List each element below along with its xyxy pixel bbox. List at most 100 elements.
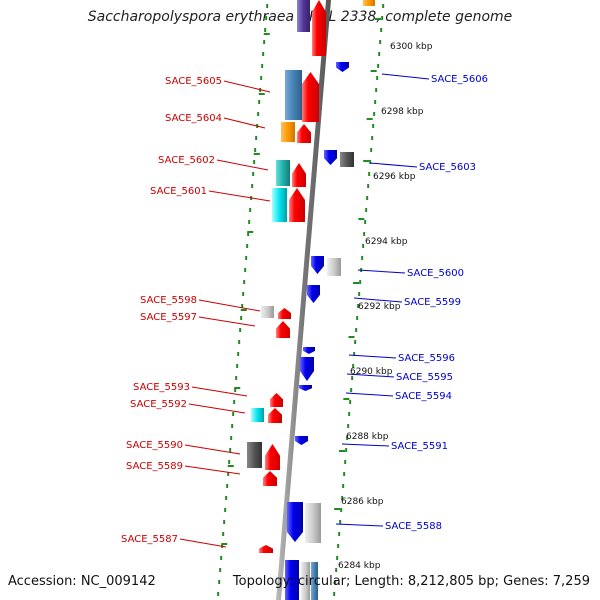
tick-dot-right [350, 388, 353, 392]
tick-dot-right [343, 472, 346, 476]
tick-dot-right [356, 316, 359, 320]
gene-shape [300, 357, 314, 381]
gene-label-left: SACE_5590 [126, 440, 183, 451]
tick-dot-left [232, 412, 235, 416]
tick-dot-right [336, 556, 339, 560]
tick-dot-left [254, 148, 257, 152]
leader-line-left [208, 190, 271, 202]
tick-dot-left [226, 484, 229, 488]
tick-dash-left [227, 465, 234, 467]
tick-dot-left [264, 28, 267, 32]
leader-line-right [341, 443, 390, 447]
tick-dot-right [362, 244, 365, 248]
scale-tick-label: 6296 kbp [373, 172, 416, 182]
tick-dot-left [230, 436, 233, 440]
tick-dot-right [352, 364, 355, 368]
gene-shape [297, 0, 310, 32]
gene-shape [287, 502, 303, 542]
tick-dot-right [378, 52, 381, 56]
gene-label-right: SACE_5595 [396, 372, 453, 383]
gene-shape [336, 62, 349, 72]
tick-dot-left [261, 64, 264, 68]
tick-dot-left [257, 112, 260, 116]
tick-dot-left [248, 220, 251, 224]
tick-dot-left [217, 592, 220, 596]
tick-dash-left [240, 309, 247, 311]
leader-line-left [179, 538, 227, 548]
tick-dot-right [348, 412, 351, 416]
leader-line-right [348, 354, 397, 359]
tick-dot-right [371, 136, 374, 140]
tick-dot-left [218, 580, 221, 584]
tick-dot-right [335, 568, 338, 572]
tick-dot-left [265, 16, 268, 20]
tick-dot-left [260, 76, 263, 80]
tick-dash-right [363, 160, 370, 162]
gene-label-left: SACE_5602 [158, 155, 215, 166]
gene-label-left: SACE_5597 [140, 312, 197, 323]
scale-tick-label: 6292 kbp [358, 302, 401, 312]
leader-line-right [335, 523, 384, 527]
gene-label-right: SACE_5603 [419, 162, 476, 173]
tick-dot-right [340, 508, 343, 512]
tick-dot-left [225, 496, 228, 500]
tick-dot-right [347, 424, 350, 428]
leader-line-left [223, 117, 266, 129]
tick-dot-left [231, 424, 234, 428]
gene-shape [276, 321, 290, 338]
tick-dot-right [373, 112, 376, 116]
gene-shape [297, 124, 311, 143]
tick-dot-right [342, 484, 345, 488]
leader-line-left [198, 299, 261, 312]
gene-label-left: SACE_5598 [140, 295, 197, 306]
tick-dash-right [366, 118, 373, 120]
tick-dot-left [263, 40, 266, 44]
tick-dot-right [382, 4, 385, 8]
scale-tick-label: 6286 kbp [341, 497, 384, 507]
leader-line-left [184, 465, 241, 475]
gene-shape [327, 258, 341, 276]
leader-line-left [216, 159, 269, 171]
tick-dot-left [235, 376, 238, 380]
tick-dot-left [253, 160, 256, 164]
gene-shape [265, 444, 280, 470]
gene-shape [303, 347, 315, 354]
tick-dash-left [253, 153, 260, 155]
tick-dot-left [233, 400, 236, 404]
genome-backbone [276, 0, 331, 600]
tick-dot-left [266, 4, 269, 8]
tick-dot-right [375, 88, 378, 92]
gene-shape [270, 393, 283, 407]
tick-dot-right [339, 520, 342, 524]
gene-shape [311, 256, 324, 274]
tick-dot-right [380, 28, 383, 32]
leader-line-left [184, 444, 241, 455]
topology-summary: Topology: circular; Length: 8,212,805 bp… [232, 574, 590, 589]
tick-dot-right [353, 352, 356, 356]
leader-line-right [369, 162, 418, 168]
tick-dot-right [357, 304, 360, 308]
leader-line-right [381, 73, 430, 80]
tick-dot-left [229, 448, 232, 452]
gene-label-right: SACE_5599 [404, 297, 461, 308]
tick-dot-left [242, 292, 245, 296]
gene-shape [311, 562, 318, 600]
tick-dot-left [249, 208, 252, 212]
tick-dash-right [339, 450, 345, 452]
tick-dot-left [258, 100, 261, 104]
gene-label-left: SACE_5592 [130, 399, 187, 410]
tick-dot-right [381, 16, 384, 20]
scale-tick-label: 6288 kbp [346, 432, 389, 442]
gene-shape [312, 0, 326, 56]
tick-dot-left [220, 556, 223, 560]
gene-label-right: SACE_5600 [407, 268, 464, 279]
tick-dot-left [224, 508, 227, 512]
tick-dash-left [247, 231, 254, 233]
tick-dot-left [234, 388, 237, 392]
tick-dot-right [337, 544, 340, 548]
tick-dot-right [344, 460, 347, 464]
gene-label-right: SACE_5591 [391, 441, 448, 452]
gene-shape [363, 0, 375, 6]
tick-dot-right [361, 256, 364, 260]
